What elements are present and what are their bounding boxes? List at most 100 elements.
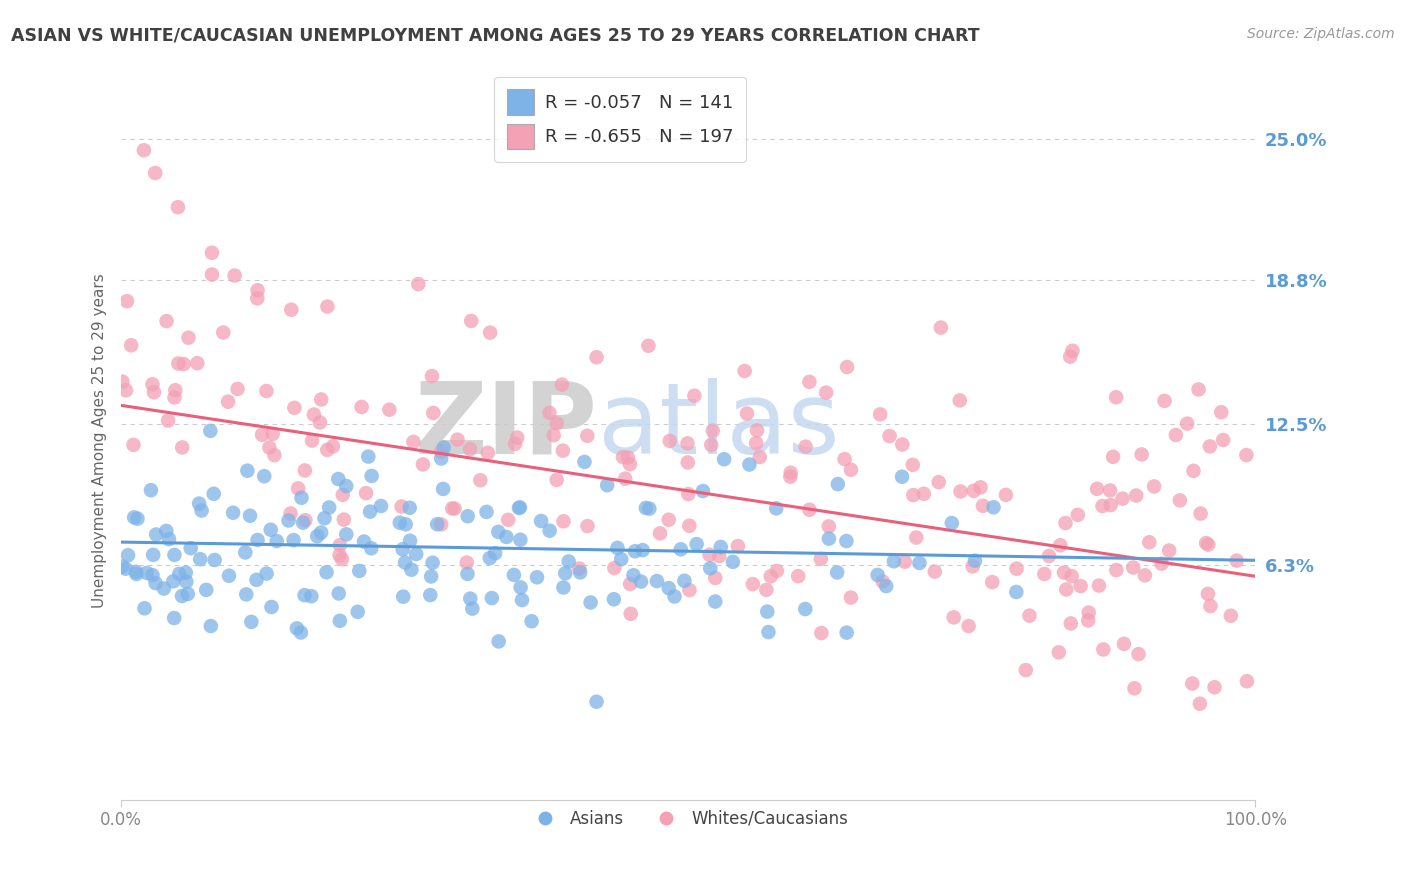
- Point: [949, 393, 972, 408]
- Point: [316, 442, 339, 457]
- Point: [315, 566, 337, 580]
- Point: [994, 488, 1017, 502]
- Point: [745, 436, 768, 450]
- Text: atlas: atlas: [598, 378, 839, 475]
- Point: [479, 326, 502, 340]
- Point: [683, 389, 706, 403]
- Point: [509, 533, 531, 547]
- Point: [477, 446, 499, 460]
- Point: [713, 452, 735, 467]
- Point: [834, 452, 856, 467]
- Point: [1234, 448, 1257, 462]
- Point: [1168, 493, 1191, 508]
- Point: [745, 423, 768, 437]
- Point: [1137, 535, 1160, 549]
- Point: [596, 478, 619, 492]
- Point: [176, 574, 198, 589]
- Point: [835, 534, 858, 549]
- Point: [1099, 498, 1122, 512]
- Point: [329, 614, 352, 628]
- Point: [1070, 579, 1092, 593]
- Point: [569, 566, 592, 580]
- Point: [200, 424, 222, 438]
- Point: [810, 626, 832, 640]
- Point: [894, 555, 917, 569]
- Point: [163, 548, 186, 562]
- Point: [506, 431, 529, 445]
- Point: [239, 508, 262, 523]
- Point: [167, 200, 190, 214]
- Point: [391, 542, 413, 557]
- Point: [391, 500, 413, 514]
- Point: [201, 268, 224, 282]
- Point: [141, 568, 163, 582]
- Point: [145, 576, 167, 591]
- Point: [190, 503, 212, 517]
- Point: [766, 564, 789, 578]
- Point: [839, 591, 862, 605]
- Point: [869, 408, 891, 422]
- Point: [1085, 482, 1108, 496]
- Point: [188, 552, 211, 566]
- Point: [879, 429, 901, 443]
- Point: [328, 472, 350, 486]
- Point: [669, 542, 692, 557]
- Point: [620, 607, 643, 621]
- Point: [173, 357, 195, 371]
- Point: [530, 514, 553, 528]
- Point: [256, 384, 278, 398]
- Point: [263, 448, 285, 462]
- Point: [1077, 614, 1099, 628]
- Point: [260, 523, 283, 537]
- Point: [872, 574, 894, 589]
- Point: [329, 538, 352, 552]
- Point: [322, 439, 344, 453]
- Point: [488, 634, 510, 648]
- Point: [741, 577, 763, 591]
- Point: [246, 533, 269, 547]
- Point: [810, 551, 832, 566]
- Point: [576, 429, 599, 443]
- Point: [394, 556, 416, 570]
- Point: [495, 530, 517, 544]
- Point: [1153, 393, 1175, 408]
- Point: [658, 434, 681, 448]
- Point: [1128, 647, 1150, 661]
- Point: [574, 455, 596, 469]
- Point: [1195, 536, 1218, 550]
- Point: [735, 407, 758, 421]
- Point: [430, 451, 453, 466]
- Point: [157, 413, 180, 427]
- Point: [422, 556, 444, 570]
- Point: [538, 406, 561, 420]
- Point: [839, 463, 862, 477]
- Point: [432, 482, 454, 496]
- Text: ZIP: ZIP: [415, 378, 598, 475]
- Point: [486, 524, 509, 539]
- Point: [202, 487, 225, 501]
- Point: [1211, 405, 1233, 419]
- Point: [125, 566, 148, 581]
- Point: [756, 605, 779, 619]
- Point: [875, 579, 897, 593]
- Point: [912, 487, 935, 501]
- Point: [177, 587, 200, 601]
- Point: [290, 625, 312, 640]
- Point: [218, 568, 240, 582]
- Point: [460, 314, 482, 328]
- Point: [283, 401, 305, 415]
- Point: [610, 552, 633, 566]
- Point: [1038, 549, 1060, 563]
- Point: [1053, 566, 1076, 580]
- Point: [360, 469, 382, 483]
- Point: [1175, 417, 1198, 431]
- Legend: Asians, Whites/Caucasians: Asians, Whites/Caucasians: [522, 803, 855, 834]
- Point: [402, 434, 425, 449]
- Point: [709, 549, 731, 563]
- Point: [1091, 499, 1114, 513]
- Point: [135, 566, 157, 580]
- Point: [1015, 663, 1038, 677]
- Point: [132, 143, 155, 157]
- Point: [905, 531, 928, 545]
- Point: [475, 505, 498, 519]
